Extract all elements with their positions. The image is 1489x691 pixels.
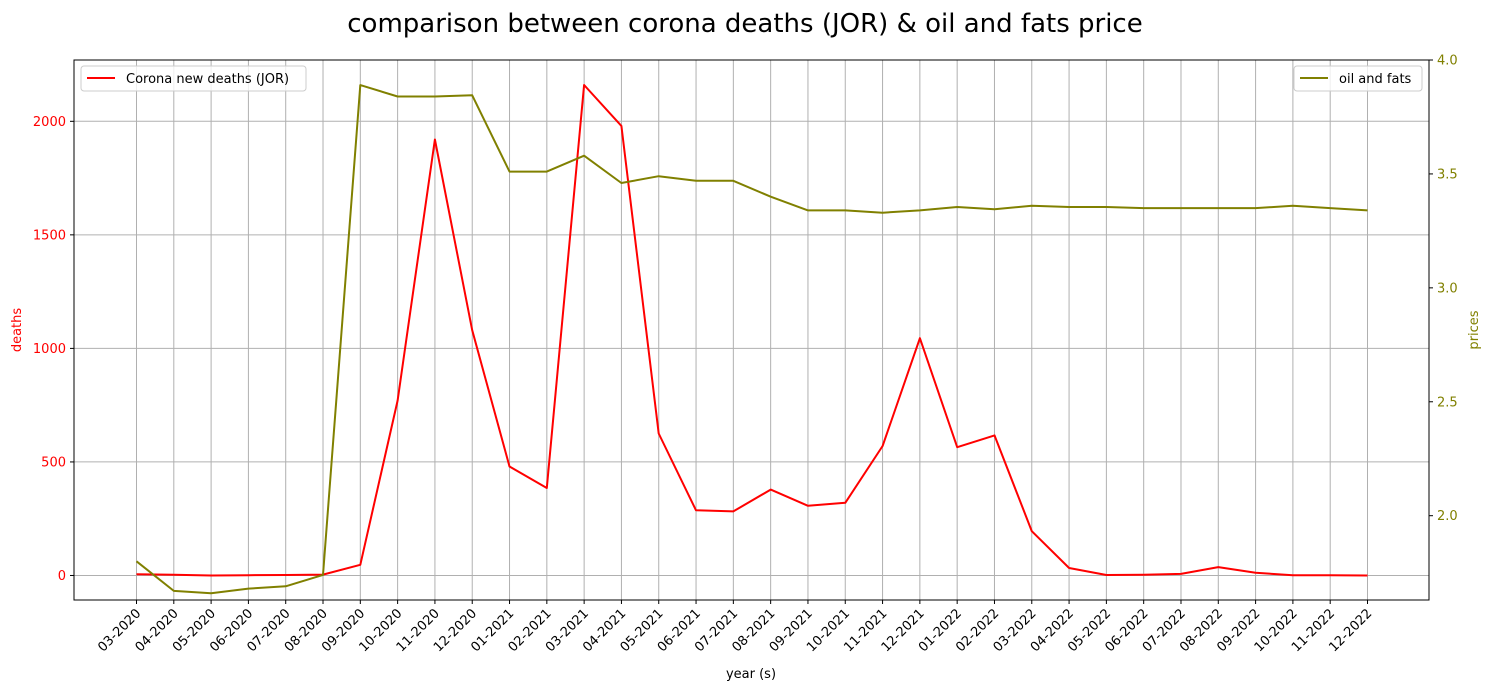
left-tick-label: 500 [41, 455, 66, 470]
right-tick-label: 2.0 [1437, 509, 1458, 524]
left-tick-label: 1500 [33, 228, 66, 243]
grid-layer [74, 60, 1429, 600]
left-tick-label: 1000 [33, 342, 66, 357]
right-tick-label: 2.5 [1437, 395, 1458, 410]
left-axis-label: deaths [10, 308, 25, 353]
legend-oil-label: oil and fats [1339, 72, 1412, 87]
legend-oil: oil and fats [1293, 65, 1423, 92]
oil-fats-series-line [135, 84, 1368, 595]
left-axis: 0 500 1000 1500 2000 [33, 115, 74, 584]
right-tick-label: 4.0 [1437, 54, 1458, 69]
right-axis: 2.0 2.5 3.0 3.5 4.0 [1429, 54, 1458, 524]
left-tick-label: 2000 [33, 115, 66, 130]
deaths-series-line [136, 84, 1368, 577]
legend-deaths: Corona new deaths (JOR) [80, 65, 307, 92]
right-tick-label: 3.5 [1437, 167, 1458, 182]
legend-deaths-label: Corona new deaths (JOR) [126, 72, 289, 87]
right-axis-label: prices [1467, 310, 1482, 349]
chart-title: comparison between corona deaths (JOR) &… [347, 9, 1142, 39]
right-tick-label: 3.0 [1437, 281, 1458, 296]
left-tick-label: 0 [58, 569, 66, 584]
plot-frame [73, 59, 1430, 601]
x-axis-label: year (s) [726, 667, 776, 682]
series-layer [135, 84, 1368, 595]
legend-deaths-box [80, 65, 307, 92]
legend-oil-box [1293, 65, 1423, 92]
